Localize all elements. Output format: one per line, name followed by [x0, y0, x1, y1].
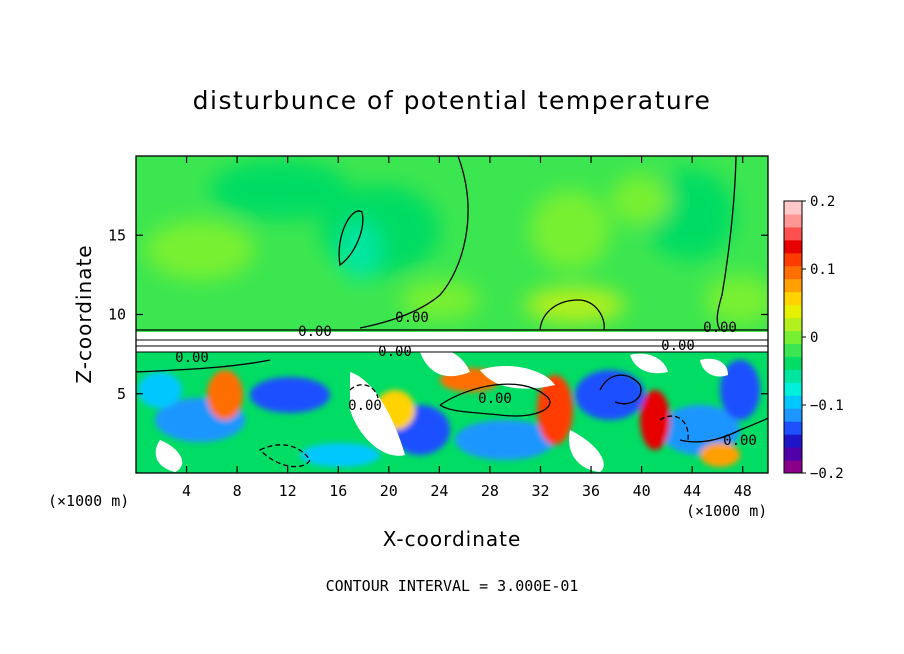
colorbar-swatch	[784, 304, 802, 319]
contour-label: 0.00	[348, 398, 382, 414]
upper-field-patches	[145, 160, 768, 325]
colorbar-swatch	[784, 408, 802, 422]
colorbar: 0.2 0.1 0 −0.1 −0.2	[783, 194, 844, 482]
y-tick-label: 10	[108, 306, 126, 324]
colorbar-swatch	[784, 213, 802, 228]
lower-field-eddies	[138, 360, 760, 467]
x-tick-label: 32	[531, 482, 549, 500]
colorbar-tick-label: 0.1	[810, 262, 835, 278]
x-tick-label: 24	[430, 482, 448, 500]
colorbar-tick-label: −0.1	[810, 398, 844, 414]
colorbar-swatch	[784, 226, 802, 241]
x-unit-right: (×1000 m)	[686, 502, 767, 520]
x-tick-label: 16	[329, 482, 347, 500]
contour-label: 0.00	[175, 350, 209, 366]
x-axis-label: X-coordinate	[383, 527, 522, 551]
colorbar-swatch	[784, 356, 802, 370]
colorbar-swatch	[784, 252, 802, 267]
x-tick-label: 44	[683, 482, 701, 500]
contour-label: 0.00	[395, 310, 429, 326]
colorbar-swatch	[784, 369, 802, 383]
colorbar-tick-label: −0.2	[810, 466, 844, 482]
x-tick-label: 28	[481, 482, 499, 500]
inversion-band	[136, 332, 768, 352]
contour-label: 0.00	[723, 433, 757, 449]
colorbar-swatch	[784, 382, 802, 396]
colorbar-swatch	[784, 239, 802, 254]
contour-label: 0.00	[478, 391, 512, 407]
x-axis: 4 8 12 16 20 24 28 32 36 40 44 48	[182, 156, 752, 500]
colorbar-swatch	[784, 291, 802, 306]
lower-field-white-cores	[155, 349, 728, 472]
y-axis: 5 10 15	[108, 226, 768, 403]
colorbar-swatch	[784, 421, 802, 435]
plot-area	[136, 156, 768, 473]
contour-lines	[136, 156, 768, 468]
contour-label: 0.00	[378, 344, 412, 360]
colorbar-swatch	[784, 447, 802, 461]
colorbar-swatch	[784, 460, 802, 474]
contour-labels: 0.00 0.00 0.00 0.00 0.00 0.00 0.00 0.00 0.00	[175, 310, 757, 449]
colorbar-tick-label: 0.2	[810, 194, 835, 210]
colorbar-swatch	[784, 343, 802, 357]
x-tick-label: 20	[380, 482, 398, 500]
x-tick-label: 40	[633, 482, 651, 500]
colorbar-tick-label: 0	[810, 330, 818, 346]
contour-label: 0.00	[298, 324, 332, 340]
x-unit-left: (×1000 m)	[48, 492, 129, 510]
contour-label: 0.00	[661, 338, 695, 354]
colorbar-swatch	[784, 265, 802, 280]
colorbar-swatch	[784, 395, 802, 409]
contour-label: 0.00	[703, 320, 737, 336]
colorbar-swatch	[784, 278, 802, 293]
y-tick-label: 15	[108, 226, 126, 244]
colorbar-swatch	[784, 434, 802, 448]
chart-title: disturbunce of potential temperature	[192, 86, 712, 115]
x-tick-label: 8	[233, 482, 242, 500]
x-tick-label: 48	[734, 482, 752, 500]
contour-interval-note: CONTOUR INTERVAL = 3.000E-01	[326, 577, 579, 595]
x-tick-label: 4	[182, 482, 191, 500]
x-tick-label: 36	[582, 482, 600, 500]
colorbar-swatch	[784, 330, 802, 344]
colorbar-swatch	[784, 201, 802, 215]
y-tick-label: 5	[117, 385, 126, 403]
y-axis-label: Z-coordinate	[72, 244, 96, 383]
colorbar-swatch	[784, 317, 802, 332]
x-tick-label: 12	[279, 482, 297, 500]
